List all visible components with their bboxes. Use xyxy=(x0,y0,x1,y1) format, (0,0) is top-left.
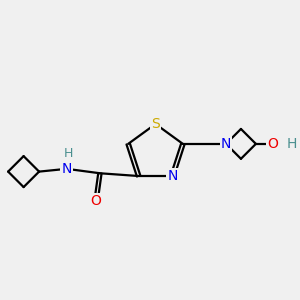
Text: N: N xyxy=(221,137,231,151)
Text: H: H xyxy=(286,137,297,151)
Text: O: O xyxy=(267,137,278,151)
Text: S: S xyxy=(151,117,160,131)
Text: N: N xyxy=(61,162,72,176)
Text: N: N xyxy=(167,169,178,183)
Text: H: H xyxy=(64,147,73,160)
Text: O: O xyxy=(91,194,101,208)
